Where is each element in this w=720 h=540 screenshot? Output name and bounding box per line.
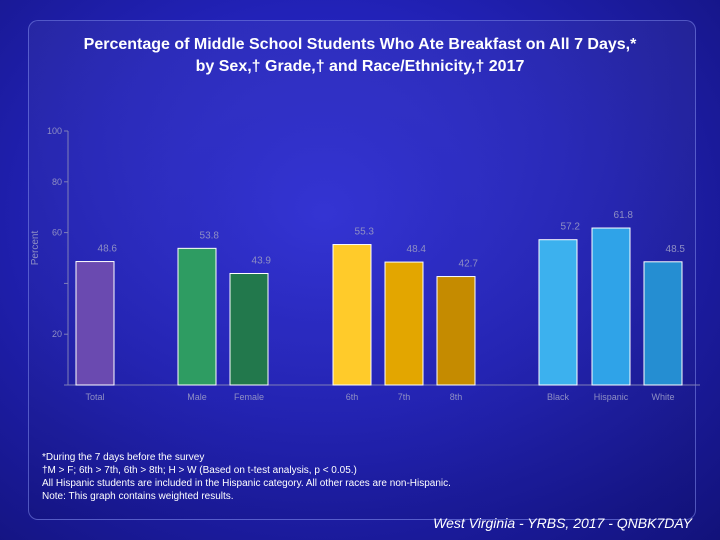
bar-value-label: 48.6 — [98, 244, 118, 255]
category-label: 8th — [450, 392, 463, 402]
footnote-1: *During the 7 days before the survey — [42, 452, 205, 463]
bar-white — [643, 261, 683, 386]
bar-hispanic — [591, 227, 631, 386]
category-label: 6th — [346, 392, 359, 402]
footnotes: *During the 7 days before the survey †M … — [42, 451, 451, 503]
bar-value-label: 57.2 — [561, 222, 581, 233]
bar-value-label: 55.3 — [355, 227, 375, 238]
y-tick-label: 20 — [52, 329, 62, 339]
category-label: Male — [187, 392, 207, 402]
category-label: Black — [547, 392, 570, 402]
bar-female — [229, 272, 269, 386]
bar-value-label: 53.8 — [200, 230, 220, 241]
bar-value-label: 61.8 — [614, 210, 634, 221]
footnote-2: †M > F; 6th > 7th, 6th > 8th; H > W (Bas… — [42, 465, 357, 476]
bar-7th — [384, 261, 424, 386]
y-tick-label: 60 — [52, 228, 62, 238]
footnote-3: All Hispanic students are included in th… — [42, 478, 451, 489]
bar-total — [75, 261, 115, 386]
chart-labels: 48.6 Total 53.8 Male 43.9 Female 55.3 6th 48.4 7t… — [85, 210, 685, 402]
category-label: Hispanic — [594, 392, 629, 402]
bar-6th — [332, 244, 372, 386]
chart-title-line-1: Percentage of Middle School Students Who… — [83, 36, 637, 53]
bar-value-label: 43.9 — [252, 255, 272, 266]
source-label: West Virginia - YRBS, 2017 - QNBK7DAY — [433, 515, 692, 531]
bar-value-label: 48.5 — [666, 244, 686, 255]
chart-title: Percentage of Middle School Students Who… — [20, 34, 700, 78]
category-label: White — [651, 392, 674, 402]
bar-8th — [436, 276, 476, 386]
bar-black — [538, 239, 578, 386]
category-label: Female — [234, 392, 264, 402]
bar-value-label: 42.7 — [459, 259, 479, 270]
y-tick-label: 80 — [52, 177, 62, 187]
bar-male — [177, 247, 217, 386]
y-axis-title: Percent — [30, 231, 41, 266]
chart-bars — [75, 227, 683, 386]
category-label: 7th — [398, 392, 411, 402]
bar-value-label: 48.4 — [407, 244, 427, 255]
y-tick-label: 100 — [47, 126, 62, 136]
footnote-4: Note: This graph contains weighted resul… — [42, 491, 234, 502]
category-label: Total — [85, 392, 104, 402]
chart-title-line-2: by Sex,† Grade,† and Race/Ethnicity,† 20… — [195, 58, 525, 75]
